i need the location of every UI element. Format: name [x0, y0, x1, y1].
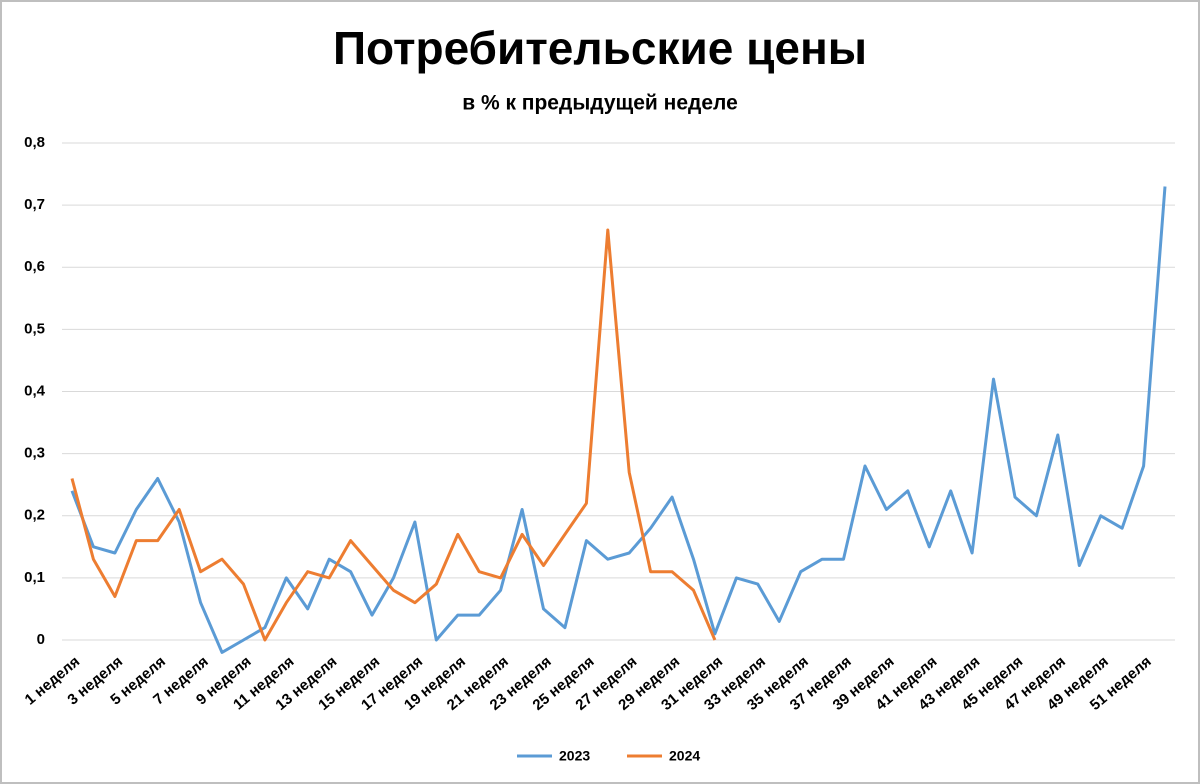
y-tick-label: 0,3 — [24, 445, 45, 462]
y-tick-label: 0,1 — [24, 569, 45, 586]
y-tick-label: 0 — [37, 631, 45, 648]
chart-subtitle: в % к предыдущей неделе — [462, 92, 738, 115]
y-tick-label: 0,8 — [24, 134, 45, 151]
legend-label: 2023 — [559, 748, 590, 764]
y-tick-label: 0,5 — [24, 320, 45, 337]
y-tick-label: 0,7 — [24, 196, 45, 213]
series-line — [70, 228, 717, 642]
y-tick-label: 0,2 — [24, 507, 45, 524]
series-line — [70, 186, 1167, 654]
chart-title: Потребительские цены — [333, 22, 867, 74]
legend-label: 2024 — [669, 748, 700, 764]
y-tick-label: 0,6 — [24, 258, 45, 275]
y-tick-label: 0,4 — [24, 382, 46, 399]
